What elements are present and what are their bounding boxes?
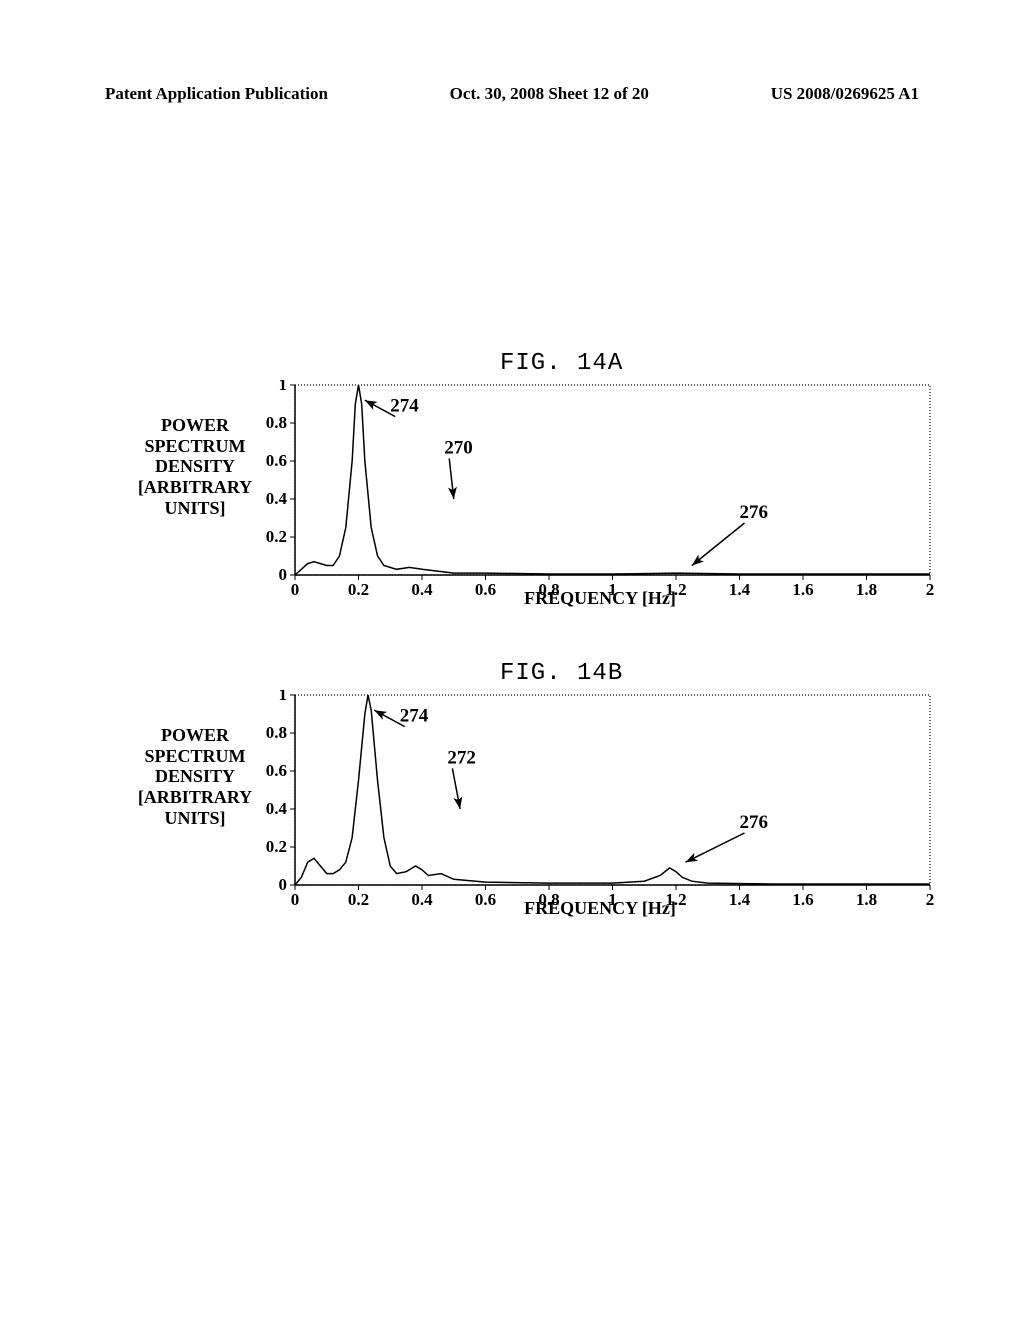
svg-text:1.4: 1.4 bbox=[729, 580, 751, 599]
svg-text:274: 274 bbox=[400, 706, 429, 727]
svg-text:1: 1 bbox=[279, 690, 288, 704]
svg-text:1: 1 bbox=[279, 380, 288, 394]
svg-text:0.2: 0.2 bbox=[348, 890, 369, 909]
patent-header: Patent Application Publication Oct. 30, … bbox=[0, 84, 1024, 104]
svg-text:1.6: 1.6 bbox=[792, 890, 813, 909]
figure-14a-plot: 00.20.40.60.811.21.41.61.8200.20.40.60.8… bbox=[260, 380, 940, 610]
svg-text:272: 272 bbox=[447, 747, 476, 768]
svg-text:0.2: 0.2 bbox=[266, 527, 287, 546]
svg-text:0.4: 0.4 bbox=[411, 890, 433, 909]
figure-14a-ylabel: POWER SPECTRUM DENSITY [ARBITRARY UNITS] bbox=[135, 415, 255, 518]
svg-text:0: 0 bbox=[291, 580, 300, 599]
svg-text:1.6: 1.6 bbox=[792, 580, 813, 599]
header-left: Patent Application Publication bbox=[105, 84, 328, 104]
svg-text:0.6: 0.6 bbox=[475, 890, 496, 909]
figure-14b-ylabel: POWER SPECTRUM DENSITY [ARBITRARY UNITS] bbox=[135, 725, 255, 828]
svg-text:0: 0 bbox=[291, 890, 300, 909]
svg-text:2: 2 bbox=[926, 580, 935, 599]
svg-text:1.8: 1.8 bbox=[856, 890, 877, 909]
svg-text:0.2: 0.2 bbox=[348, 580, 369, 599]
figure-14b: FIG. 14B POWER SPECTRUM DENSITY [ARBITRA… bbox=[0, 680, 1024, 960]
svg-text:0.4: 0.4 bbox=[411, 580, 433, 599]
header-right: US 2008/0269625 A1 bbox=[771, 84, 919, 104]
figure-14b-title: FIG. 14B bbox=[500, 660, 623, 687]
figure-14a-xlabel: FREQUENCY [Hz] bbox=[500, 588, 700, 609]
figure-14a-title: FIG. 14A bbox=[500, 350, 623, 377]
svg-text:0.8: 0.8 bbox=[266, 723, 287, 742]
svg-text:0.6: 0.6 bbox=[266, 761, 287, 780]
svg-text:0.4: 0.4 bbox=[266, 489, 288, 508]
svg-text:0.4: 0.4 bbox=[266, 799, 288, 818]
figure-14b-xlabel: FREQUENCY [Hz] bbox=[500, 898, 700, 919]
svg-text:0.2: 0.2 bbox=[266, 837, 287, 856]
svg-text:0.6: 0.6 bbox=[475, 580, 496, 599]
svg-text:276: 276 bbox=[740, 812, 769, 833]
header-center: Oct. 30, 2008 Sheet 12 of 20 bbox=[450, 84, 649, 104]
figure-14a: FIG. 14A POWER SPECTRUM DENSITY [ARBITRA… bbox=[0, 370, 1024, 650]
svg-text:0: 0 bbox=[279, 565, 288, 584]
figure-14b-plot: 00.20.40.60.811.21.41.61.8200.20.40.60.8… bbox=[260, 690, 940, 920]
svg-text:274: 274 bbox=[390, 396, 419, 417]
svg-text:0.8: 0.8 bbox=[266, 413, 287, 432]
svg-text:1.4: 1.4 bbox=[729, 890, 751, 909]
svg-text:2: 2 bbox=[926, 890, 935, 909]
svg-text:0.6: 0.6 bbox=[266, 451, 287, 470]
svg-text:0: 0 bbox=[279, 875, 288, 894]
svg-text:270: 270 bbox=[444, 437, 473, 458]
svg-text:276: 276 bbox=[740, 502, 769, 523]
svg-text:1.8: 1.8 bbox=[856, 580, 877, 599]
